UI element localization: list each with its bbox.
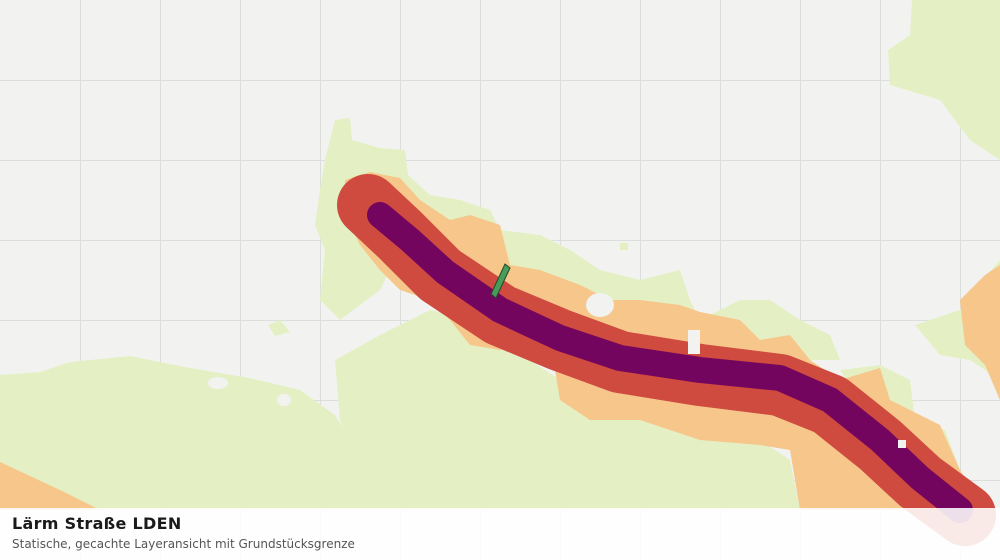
layer-subtitle: Statische, gecachte Layeransicht mit Gru… bbox=[12, 537, 355, 551]
layer-title: Lärm Straße LDEN bbox=[12, 514, 182, 533]
property-boundary bbox=[490, 263, 511, 299]
map-gaps bbox=[208, 293, 906, 448]
noise-zone-very-high bbox=[367, 202, 973, 523]
caption-panel: Lärm Straße LDEN Statische, gecachte Lay… bbox=[0, 508, 1000, 560]
road-noise-bands bbox=[337, 174, 996, 546]
